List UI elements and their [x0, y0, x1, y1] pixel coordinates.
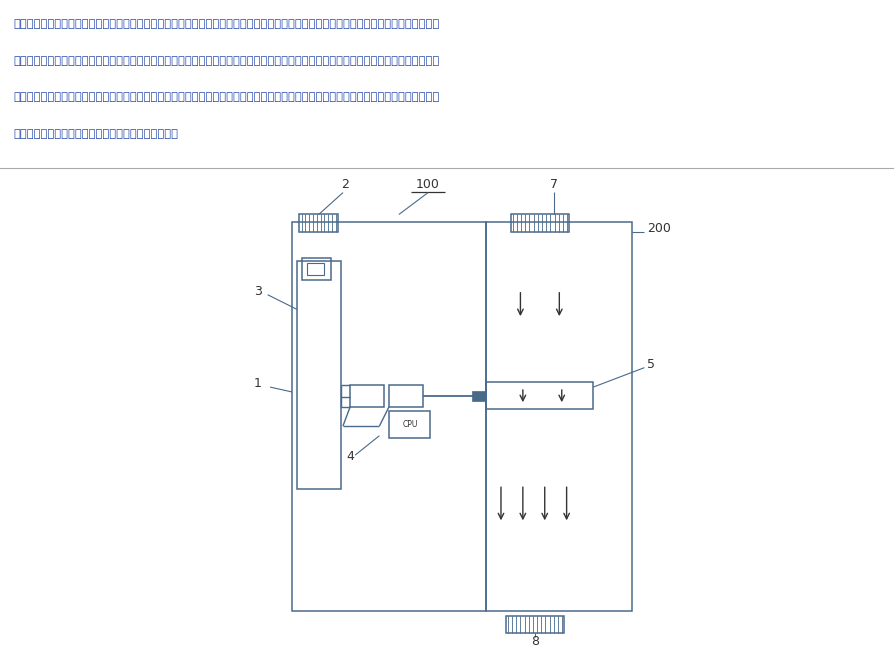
Text: 3: 3 — [254, 284, 262, 298]
Text: 置于所述本体上的进气孔，所述进气孔和所述腔体连通，所述腔体内设置有进风组件，所述腔体连通有导气通道，所述导气通道用于经过所述: 置于所述本体上的进气孔，所述进气孔和所述腔体连通，所述腔体内设置有进风组件，所述… — [13, 56, 439, 66]
Bar — [505, 615, 563, 633]
Bar — [299, 214, 338, 232]
Bar — [485, 382, 593, 409]
Text: 1: 1 — [254, 377, 262, 390]
Text: CPU: CPU — [401, 420, 417, 430]
Text: 200: 200 — [646, 222, 670, 234]
Text: 4: 4 — [346, 450, 354, 463]
Bar — [350, 385, 384, 406]
Text: 本体内的发热部件且延伸至所述分体内，利用卷轴屏展开后的腔体，通过在腔体内设置进风组件，主动对卷轴屏的本体和分体进行散热，更好: 本体内的发热部件且延伸至所述分体内，利用卷轴屏展开后的腔体，通过在腔体内设置进风… — [13, 93, 439, 103]
Bar — [485, 222, 631, 611]
Bar — [297, 260, 340, 489]
Bar — [306, 263, 323, 275]
Text: 地带走手机发出的热量，增加了手机自身的散热能力。: 地带走手机发出的热量，增加了手机自身的散热能力。 — [13, 129, 178, 139]
Text: 7: 7 — [550, 178, 558, 190]
Bar — [301, 258, 331, 280]
Bar — [389, 412, 430, 438]
Text: 5: 5 — [646, 358, 654, 371]
Bar — [291, 222, 485, 611]
Text: 100: 100 — [416, 178, 440, 190]
Bar — [510, 214, 569, 232]
Text: 本申请提出一种用于卷轴屏的散热结构及电子设备，所述卷轴屏包括本体和活动设置于所述本体内的分体，包括设置于所述本体内的腔体和设: 本申请提出一种用于卷轴屏的散热结构及电子设备，所述卷轴屏包括本体和活动设置于所述… — [13, 19, 439, 29]
Text: 8: 8 — [530, 635, 538, 648]
Bar — [389, 385, 423, 406]
Text: 2: 2 — [342, 178, 349, 190]
Bar — [471, 391, 485, 401]
